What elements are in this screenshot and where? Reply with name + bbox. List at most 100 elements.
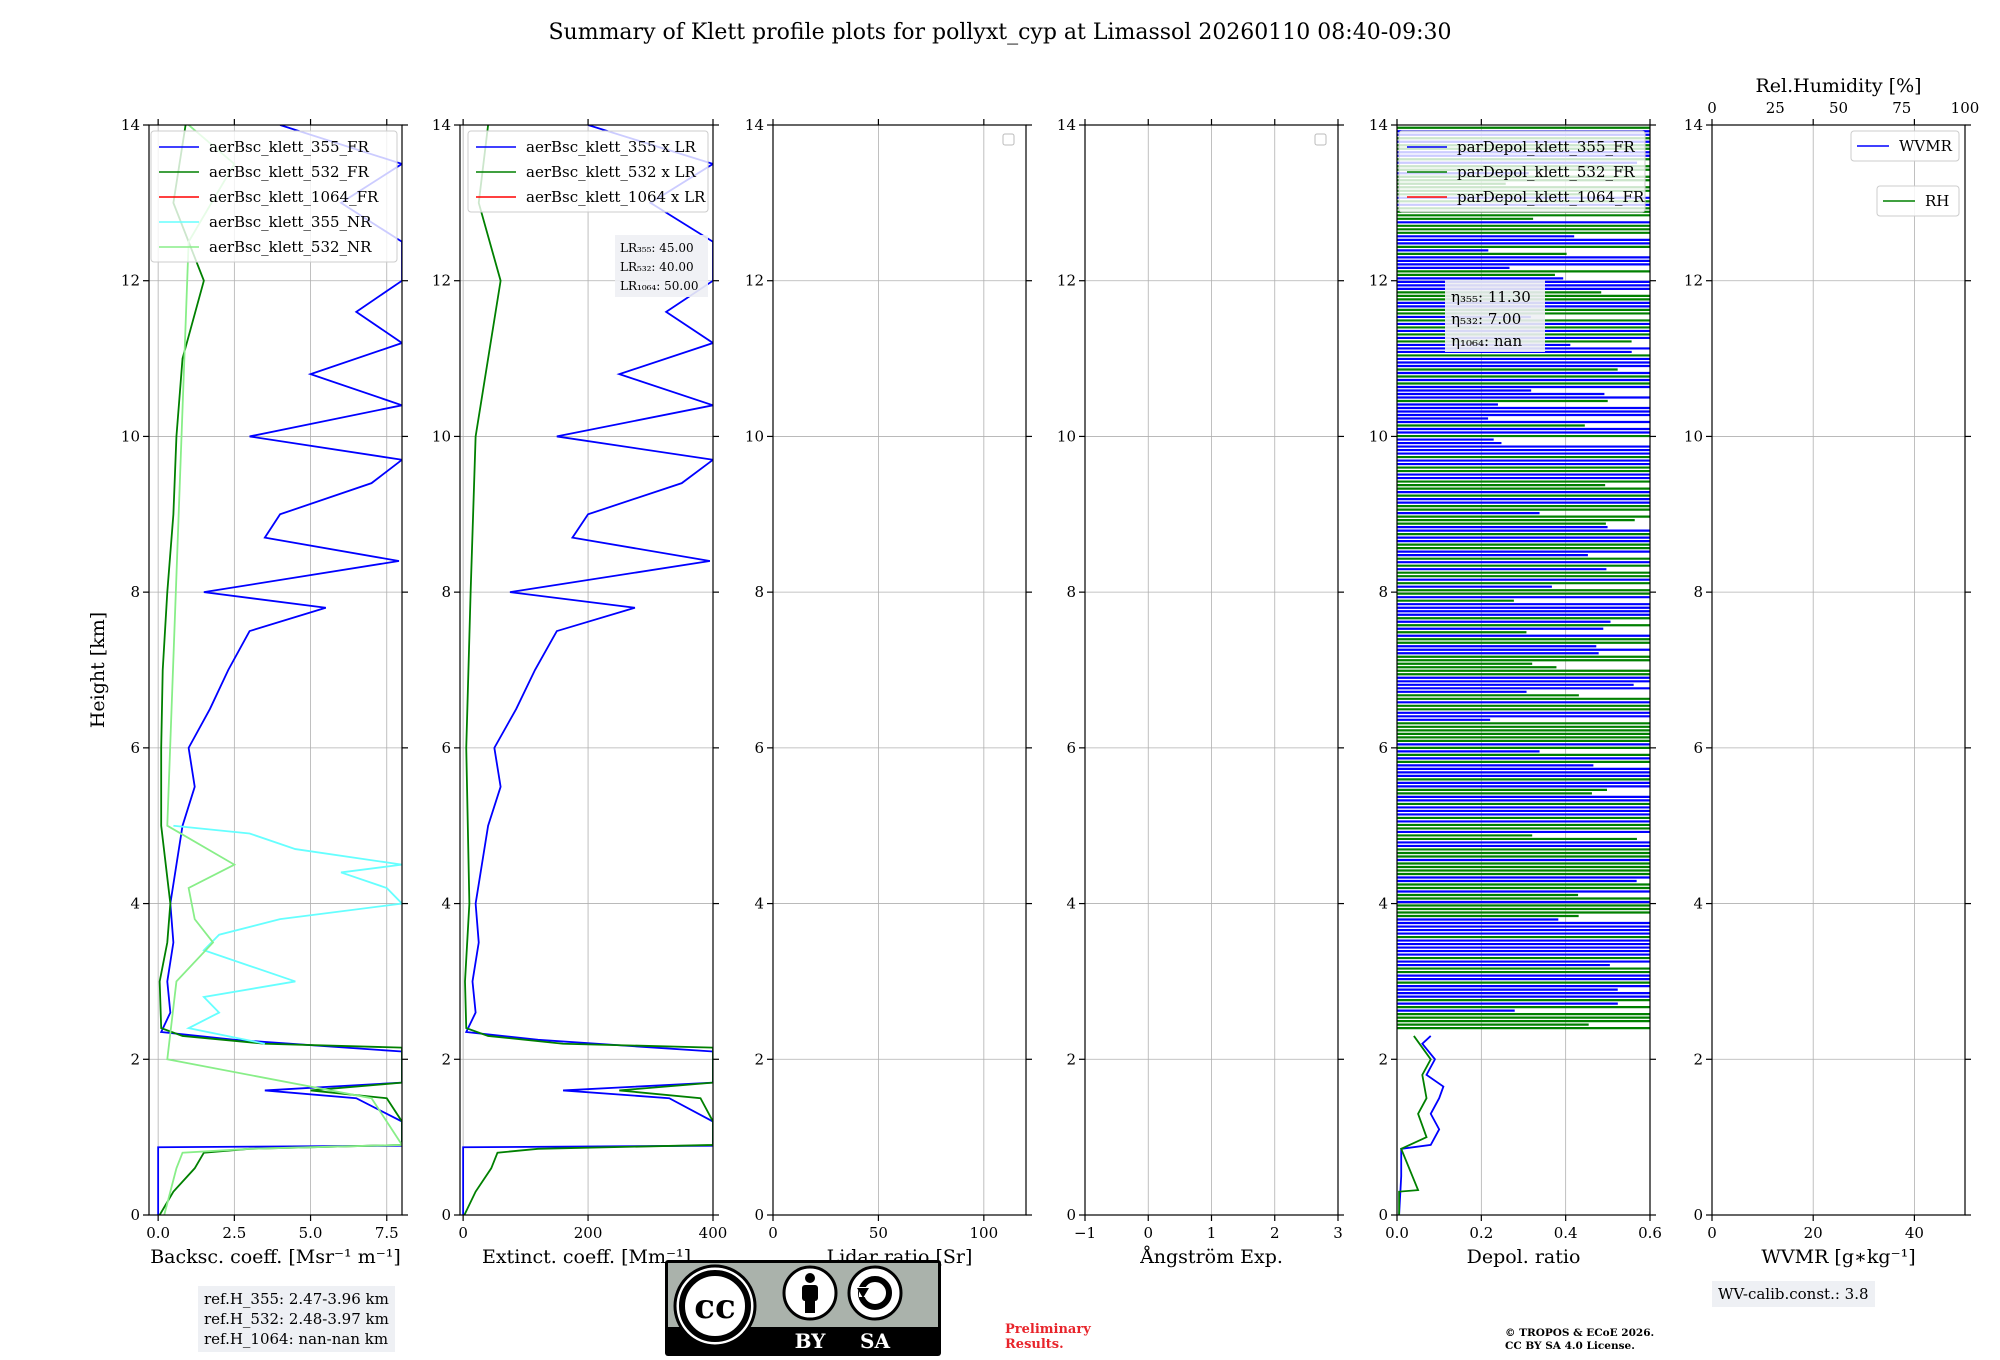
legend-label: aerBsc_klett_355_NR: [209, 213, 372, 231]
sa-icon: [847, 1265, 903, 1321]
series-aerBsc_klett_355_FR: [157, 125, 402, 1215]
y-tick-label: 0: [1378, 1206, 1388, 1224]
y-tick-label: 0: [1066, 1206, 1076, 1224]
legend-label: aerBsc_klett_355_FR: [209, 138, 369, 156]
series-aerBsc_klett_532_NR: [163, 125, 402, 1215]
y-tick-label: 8: [754, 583, 764, 601]
x-tick-label: 7.5: [375, 1224, 399, 1242]
legend-label: aerBsc_klett_532_FR: [209, 163, 369, 181]
wv-calib-const: WV-calib.const.: 3.8: [1718, 1285, 1869, 1303]
legend-box: [1850, 130, 1960, 162]
top-x-tick-label: 0: [1707, 99, 1717, 117]
panel-depolarization: 0 2 4 6 8 10 12 14 0.0 0.2 0.4 0.6 Depol. ratio parDe…: [1369, 116, 1662, 1268]
y-tick-label: 10: [432, 427, 451, 445]
series-parDepol_klett_532_FR: [1398, 1035, 1432, 1215]
copyright-note: © TROPOS & ECoE 2026. CC BY SA 4.0 Licen…: [1505, 1327, 1654, 1353]
x-tick-label: 40: [1905, 1224, 1924, 1242]
x-tick-label: 50: [869, 1224, 888, 1242]
y-tick-label: 4: [754, 895, 764, 913]
y-tick-label: 0: [1693, 1206, 1703, 1224]
preliminary-line-1: Preliminary: [1005, 1322, 1091, 1337]
y-tick-label: 4: [1693, 895, 1703, 913]
x-axis-label: Ångström Exp.: [1139, 1246, 1283, 1268]
y-tick-label: 12: [1684, 272, 1703, 290]
top-x-tick-label: 75: [1892, 99, 1911, 117]
legend-label: aerBsc_klett_532 x LR: [526, 163, 697, 181]
y-tick-label: 10: [745, 427, 764, 445]
x-tick-label: −1: [1074, 1224, 1096, 1242]
cc-license-badge: cc BY SA: [665, 1260, 941, 1356]
legend-box: [150, 130, 398, 263]
y-tick-label: 8: [441, 583, 451, 601]
y-tick-label: 14: [1369, 116, 1388, 134]
x-tick-label: 0: [1143, 1224, 1153, 1242]
x-axis-label: Depol. ratio: [1467, 1246, 1581, 1268]
y-tick-label: 2: [441, 1050, 451, 1068]
by-text: BY: [795, 1329, 827, 1353]
x-tick-label: 400: [699, 1224, 728, 1242]
preliminary-note: Preliminary Results.: [1005, 1322, 1091, 1352]
y-tick-label: 8: [1378, 583, 1388, 601]
x-tick-label: 0: [458, 1224, 468, 1242]
y-tick-label: 10: [1057, 427, 1076, 445]
y-tick-label: 4: [1378, 895, 1388, 913]
empty-legend-box: [1314, 133, 1327, 146]
eta-text: η₁₀₆₄: nan: [1451, 332, 1522, 350]
ref-height-1064: ref.H_1064: nan-nan km: [204, 1330, 389, 1348]
data-area: [157, 125, 402, 1215]
x-axis-label: Backsc. coeff. [Msr⁻¹ m⁻¹]: [150, 1246, 401, 1268]
empty-legend-box: [1002, 133, 1015, 146]
legend-label: parDepol_klett_355_FR: [1457, 138, 1635, 156]
x-tick-label: 0: [1707, 1224, 1717, 1242]
preliminary-line-2: Results.: [1005, 1337, 1064, 1352]
y-tick-label: 2: [1066, 1050, 1076, 1068]
legend-label: parDepol_klett_1064_FR: [1457, 188, 1645, 206]
eta-text: η₅₃₂: 7.00: [1451, 310, 1521, 328]
y-tick-label: 14: [1684, 116, 1703, 134]
sa-text: SA: [860, 1329, 890, 1353]
x-tick-label: 0.4: [1554, 1224, 1578, 1242]
legend-box: [467, 130, 709, 213]
plot-frame: [1711, 124, 1966, 1216]
y-tick-label: 8: [1066, 583, 1076, 601]
eta-text: η₃₅₅: 11.30: [1451, 288, 1531, 306]
x-tick-label: 0: [768, 1224, 778, 1242]
y-tick-label: 8: [130, 583, 140, 601]
y-tick-label: 10: [1369, 427, 1388, 445]
legend-box: [1398, 130, 1646, 213]
plot-frame: [772, 124, 1027, 1216]
legend-box: [1876, 185, 1960, 217]
top-x-tick-label: 50: [1829, 99, 1848, 117]
y-tick-label: 12: [432, 272, 451, 290]
series-parDepol_klett_355_FR: [1398, 1035, 1445, 1215]
x-tick-label: 1: [1207, 1224, 1217, 1242]
y-tick-label: 2: [1378, 1050, 1388, 1068]
wv-calib-box: WV-calib.const.: 3.8: [1712, 1281, 1875, 1307]
top-x-tick-label: 100: [1951, 99, 1980, 117]
y-tick-label: 14: [745, 116, 764, 134]
lidar-ratio-text: LR₁₀₆₄: 50.00: [620, 279, 698, 293]
plot-frame: [1396, 124, 1651, 1216]
x-tick-label: 0.6: [1638, 1224, 1662, 1242]
series-aerBsc_klett_355_NR: [173, 824, 402, 1045]
x-axis-label: Extinct. coeff. [Mm⁻¹]: [482, 1246, 691, 1268]
y-tick-label: 14: [1057, 116, 1076, 134]
legend-label: aerBsc_klett_532_NR: [209, 238, 372, 256]
x-tick-label: 3: [1333, 1224, 1343, 1242]
series-aerBsc_klett_532_FR: [158, 125, 402, 1215]
series-aerBsc_klett_355 x LR: [462, 125, 713, 1215]
ref-height-355: ref.H_355: 2.47-3.96 km: [204, 1290, 389, 1308]
y-tick-label: 10: [1684, 427, 1703, 445]
y-tick-label: 0: [754, 1206, 764, 1224]
eta-box: [1445, 280, 1545, 352]
y-tick-label: 0: [130, 1206, 140, 1224]
y-tick-label: 4: [441, 895, 451, 913]
y-tick-label: 14: [121, 116, 140, 134]
legend-label: aerBsc_klett_1064_FR: [209, 188, 379, 206]
x-tick-label: 200: [574, 1224, 603, 1242]
copyright-line-2: CC BY SA 4.0 License.: [1505, 1340, 1635, 1352]
lidar-ratio-text: LR₅₃₂: 40.00: [620, 260, 694, 274]
